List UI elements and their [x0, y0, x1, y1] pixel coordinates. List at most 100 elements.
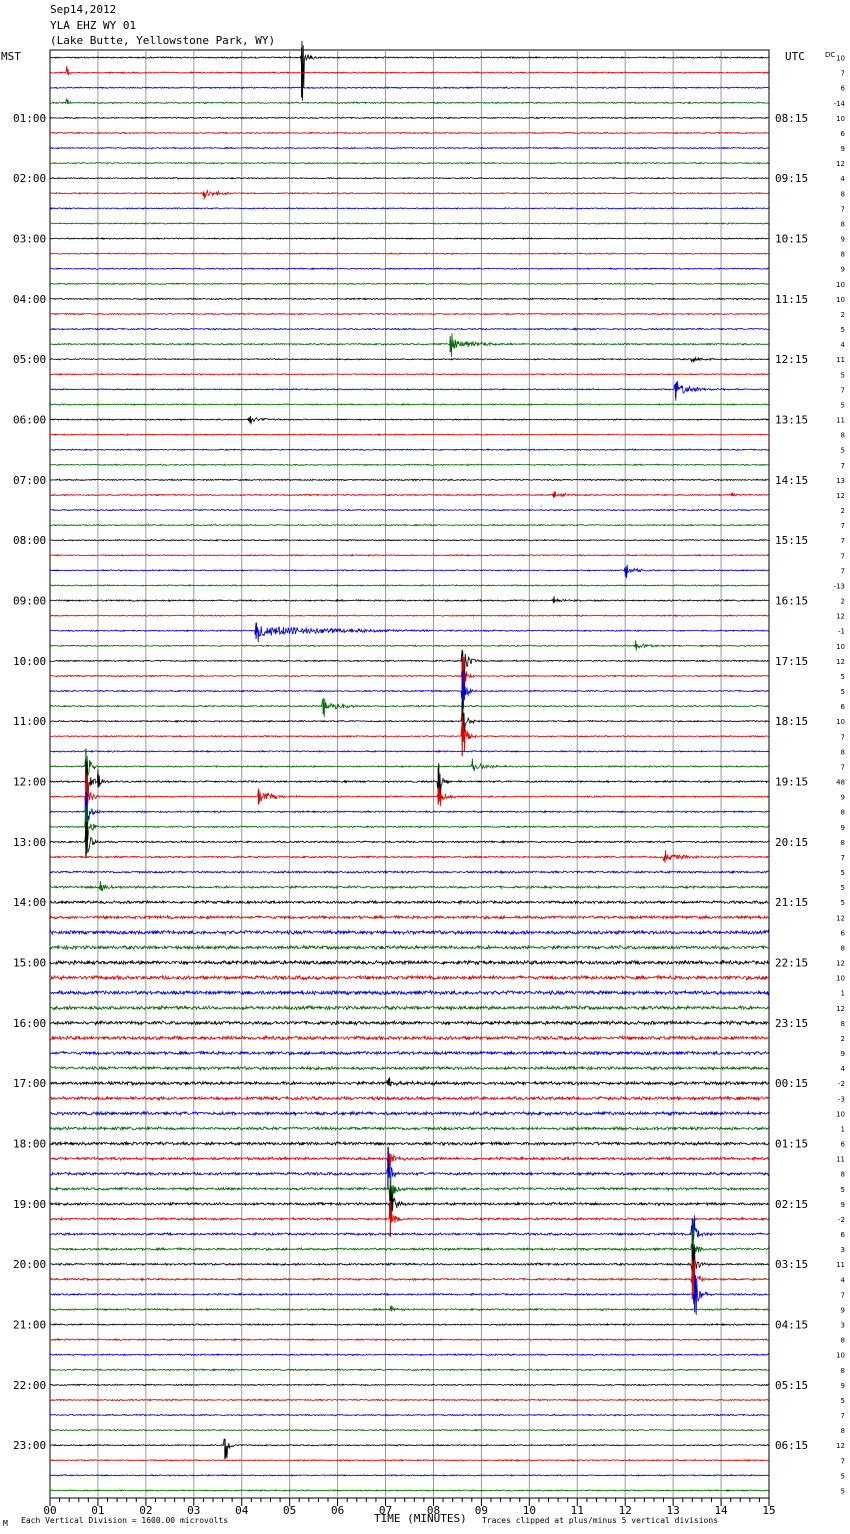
dc-offset-value: 8: [841, 839, 845, 847]
dc-offset-value: 9: [841, 1201, 845, 1209]
dc-offset-value: 6: [841, 929, 846, 937]
dc-label: DC: [825, 51, 835, 59]
dc-offset-value: 8: [841, 220, 845, 228]
trace-row: [49, 614, 769, 618]
hour-label-utc: 13:15: [775, 414, 808, 427]
dc-offset-value: 3: [841, 1246, 845, 1254]
trace-row: [49, 327, 769, 332]
dc-offset-value: 7: [841, 1457, 845, 1465]
dc-offset-value: 10: [836, 1110, 845, 1118]
trace-row: [49, 463, 769, 467]
trace-row: [49, 333, 770, 358]
trace-row: [49, 1050, 770, 1057]
dc-offset-value: 8: [841, 251, 845, 259]
trace-row: [49, 282, 769, 286]
x-tick-label: 00: [43, 1504, 56, 1517]
hour-label-local: 15:00: [13, 957, 46, 970]
dc-offset-value: 7: [841, 1291, 845, 1299]
dc-offset-value: 6: [841, 1141, 846, 1149]
dc-offset-value: -13: [834, 582, 845, 590]
dc-offset-value: 5: [841, 899, 845, 907]
trace-row: [49, 1352, 770, 1357]
trace-row: [49, 1337, 770, 1342]
hour-label-utc: 22:15: [775, 957, 808, 970]
trace-row: [49, 267, 770, 271]
dc-offset-value: 5: [841, 447, 845, 455]
x-tick-label: 12: [619, 1504, 632, 1517]
trace-row: [50, 1438, 769, 1459]
dc-offset-value: -14: [834, 100, 846, 108]
dc-offset-value: 8: [841, 1171, 845, 1179]
dc-offset-value: 6: [841, 130, 846, 138]
x-tick-label: 08: [427, 1504, 440, 1517]
trace-row: [49, 1004, 770, 1012]
x-tick-label: 14: [714, 1504, 728, 1517]
trace-row: [49, 640, 770, 651]
header-date: Sep14,2012: [50, 3, 117, 16]
trace-row: [49, 1215, 769, 1255]
hour-label-local: 17:00: [13, 1077, 46, 1090]
trace-row: [49, 206, 769, 210]
dc-offset-value: 7: [841, 763, 845, 771]
hour-label-local: 10:00: [13, 655, 46, 668]
trace-row: [49, 1473, 769, 1477]
trace-row: [49, 760, 769, 803]
label-layer: DC 00 01 02 03 04 05 06 07 08 09 10 11 12 13 14 1501:00…: [13, 51, 846, 1517]
dc-offset-value: 11: [836, 356, 845, 364]
dc-offset-value: 5: [841, 326, 845, 334]
dc-offset-value: 5: [841, 401, 845, 409]
dc-offset-value: 2: [841, 1035, 845, 1043]
trace-row: [49, 1428, 770, 1432]
trace-row: [49, 1189, 769, 1214]
trace-layer: [49, 40, 770, 1492]
hour-label-utc: 11:15: [775, 293, 808, 306]
hour-label-local: 18:00: [13, 1138, 46, 1151]
trace-row: [49, 1258, 770, 1300]
trace-row: [49, 755, 769, 786]
trace-row: [49, 66, 770, 76]
trace-row: [49, 1110, 770, 1117]
dc-offset-value: 7: [841, 462, 845, 470]
hour-label-local: 05:00: [13, 353, 46, 366]
trace-row: [49, 944, 770, 951]
dc-offset-value: 12: [836, 1005, 845, 1013]
scale-note: Each Vertical Division = 1600.00 microvo…: [21, 1516, 229, 1525]
dc-offset-value: 3: [841, 1322, 845, 1330]
hour-label-local: 20:00: [13, 1258, 46, 1271]
dc-offset-value: 5: [841, 1397, 845, 1405]
dc-offset-value: 9: [841, 1382, 845, 1390]
dc-offset-value: 6: [841, 1231, 846, 1239]
hour-label-local: 14:00: [13, 896, 46, 909]
trace-row: [49, 252, 770, 256]
trace-row: [49, 1034, 770, 1042]
hour-label-local: 01:00: [13, 112, 46, 125]
dc-offset-value: 7: [841, 552, 845, 560]
trace-row: [49, 40, 769, 101]
dc-offset-value: 7: [841, 1412, 845, 1420]
dc-offset-value: 7: [841, 386, 845, 394]
x-tick-label: 09: [475, 1504, 488, 1517]
trace-row: [49, 1275, 769, 1316]
dc-offset-value: 11: [836, 417, 845, 425]
trace-row: [49, 869, 769, 875]
x-tick-label: 01: [91, 1504, 104, 1517]
dc-offset-value: 5: [841, 688, 845, 696]
dc-offset-value: -3: [838, 1095, 845, 1103]
hour-label-utc: 09:15: [775, 172, 808, 185]
right-axis-label: UTC: [785, 50, 805, 63]
trace-row: [49, 508, 770, 512]
trace-row: [49, 1383, 769, 1387]
trace-row: [49, 1151, 770, 1172]
hour-label-utc: 20:15: [775, 836, 808, 849]
trace-row: [49, 698, 769, 718]
hour-label-utc: 17:15: [775, 655, 808, 668]
trace-row: [49, 538, 769, 542]
dc-offset-value: 5: [841, 673, 845, 681]
trace-row: [49, 1179, 770, 1206]
dc-offset-value: -2: [838, 1216, 845, 1224]
dc-offset-value: 10: [836, 296, 845, 304]
dc-offset-value: 12: [836, 613, 845, 621]
dc-offset-value: 5: [841, 1472, 845, 1480]
dc-offset-value: 7: [841, 522, 845, 530]
